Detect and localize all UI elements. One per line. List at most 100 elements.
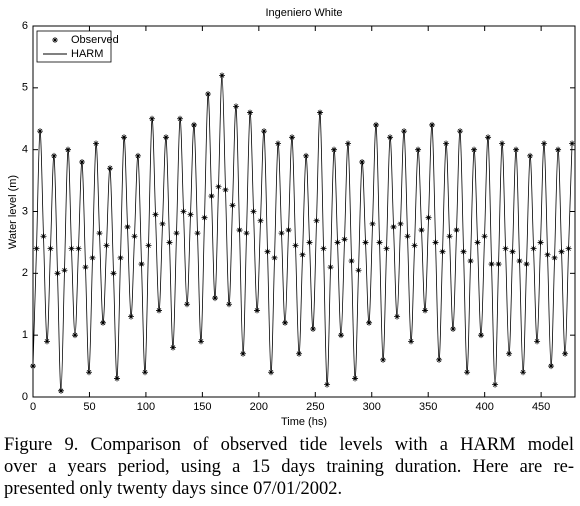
observed-point: [271, 254, 278, 261]
observed-point: [411, 242, 418, 249]
observed-point: [208, 193, 215, 200]
observed-point: [114, 375, 121, 382]
observed-point: [194, 230, 201, 237]
observed-point: [492, 381, 499, 388]
observed-point: [205, 91, 212, 98]
observed-point: [79, 159, 86, 166]
observed-point: [219, 72, 226, 79]
observed-point: [541, 140, 548, 147]
observed-point: [212, 295, 219, 302]
observed-point: [54, 270, 61, 277]
observed-point: [369, 220, 376, 227]
observed-point: [565, 245, 572, 252]
observed-point: [394, 313, 401, 320]
observed-point: [37, 128, 44, 135]
observed-point: [558, 248, 565, 255]
observed-point: [268, 369, 275, 376]
observed-point: [562, 350, 569, 357]
x-tick-label: 250: [306, 401, 324, 413]
x-tick-label: 400: [475, 401, 493, 413]
observed-point: [117, 254, 124, 261]
observed-point: [103, 242, 110, 249]
observed-point: [124, 223, 131, 230]
x-axis-label: Time (hs): [281, 416, 327, 428]
y-tick-label: 1: [22, 329, 28, 341]
observed-point: [142, 369, 149, 376]
observed-point: [376, 239, 383, 246]
observed-point: [310, 325, 317, 332]
observed-point: [313, 217, 320, 224]
observed-point: [439, 248, 446, 255]
y-tick-label: 0: [22, 391, 28, 403]
x-tick-label: 100: [137, 401, 155, 413]
x-tick-label: 150: [193, 401, 211, 413]
observed-point: [341, 236, 348, 243]
observed-point: [285, 227, 292, 234]
observed-point: [89, 254, 96, 261]
observed-point: [177, 115, 184, 122]
observed-point: [544, 251, 551, 258]
harm-line: [32, 75, 573, 392]
observed-point: [408, 338, 415, 345]
observed-point: [478, 332, 485, 339]
legend-label: Observed: [71, 34, 119, 46]
observed-point: [362, 239, 369, 246]
y-tick-label: 3: [22, 205, 28, 217]
observed-point: [296, 350, 303, 357]
chart: Ingeniero White Time (hs) Water level (m…: [7, 7, 576, 428]
observed-point: [135, 152, 142, 159]
observed-point: [292, 242, 299, 249]
observed-point: [250, 208, 257, 215]
observed-point: [345, 140, 352, 147]
observed-point: [303, 152, 310, 159]
observed-point: [86, 369, 93, 376]
observed-point: [275, 140, 282, 147]
observed-point: [373, 121, 380, 128]
observed-point: [236, 227, 243, 234]
observed-point: [390, 223, 397, 230]
observed-point: [222, 186, 229, 193]
y-tick-label: 4: [22, 144, 28, 156]
observed-point: [443, 140, 450, 147]
legend-box: [36, 30, 112, 63]
observed-point: [100, 319, 107, 326]
observed-point: [173, 230, 180, 237]
observed-point: [257, 217, 264, 224]
caption-line: Figure 9. Comparison of observed tide le…: [4, 435, 574, 455]
observed-point: [51, 152, 58, 159]
observed-point: [509, 248, 516, 255]
observed-point: [33, 245, 40, 252]
observed-point: [184, 301, 191, 308]
observed-point: [513, 146, 520, 153]
observed-point: [47, 245, 54, 252]
observed-point: [215, 183, 222, 190]
observed-point: [359, 159, 366, 166]
observed-point: [58, 387, 65, 394]
observed-point: [338, 332, 345, 339]
observed-point: [418, 227, 425, 234]
observed-point: [450, 325, 457, 332]
observed-point: [352, 375, 359, 382]
observed-point: [446, 233, 453, 240]
observed-point: [331, 146, 338, 153]
observed-point: [474, 239, 481, 246]
legend-marker: [52, 37, 58, 43]
observed-point: [264, 248, 271, 255]
observed-point: [527, 152, 534, 159]
observed-point: [320, 245, 327, 252]
observed-point: [355, 267, 362, 274]
observed-point: [387, 134, 394, 141]
observed-point: [156, 307, 163, 314]
legend-label: HARM: [71, 48, 103, 60]
x-tick-label: 350: [419, 401, 437, 413]
observed-point: [229, 202, 236, 209]
caption-line: presented only twenty days since 07/01/2…: [4, 479, 343, 499]
observed-point: [145, 242, 152, 249]
observed-point: [299, 251, 306, 258]
observed-point: [68, 245, 75, 252]
y-axis-label: Water level (m): [7, 175, 19, 249]
chart-title: Ingeniero White: [265, 7, 342, 19]
observed-point: [499, 140, 506, 147]
observed-point: [460, 248, 467, 255]
observed-point: [72, 332, 79, 339]
